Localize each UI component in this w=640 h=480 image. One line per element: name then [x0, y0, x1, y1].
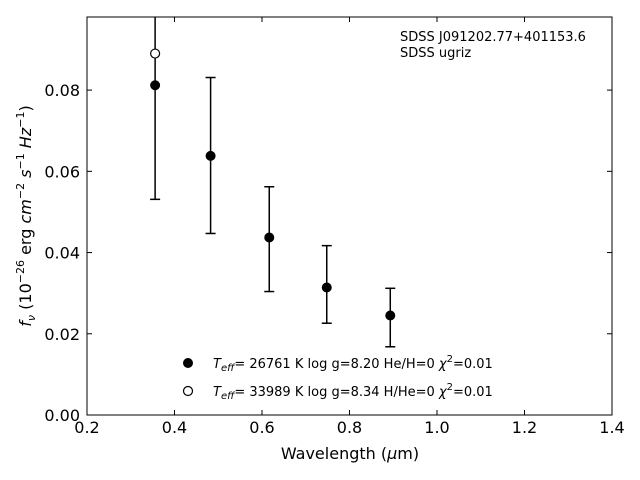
x-tick-label-6: 1.4 [599, 418, 624, 437]
x-tick-labels: 0.2 0.4 0.6 0.8 1.0 1.2 1.4 [74, 418, 624, 437]
x-tick-label-5: 1.2 [512, 418, 537, 437]
y-tick-label-3: 0.06 [44, 162, 80, 181]
model-open-point-0 [150, 48, 161, 59]
legend-entry-2: Teff= 33989 K log g=8.34 H/He=0 χ2=0.01 [213, 382, 493, 402]
object-name-annotation: SDSS J091202.77+401153.6 [400, 30, 586, 45]
error-bars [150, 17, 396, 348]
y-tick-label-0: 0.00 [44, 406, 80, 425]
legend-entry-1: Teff= 26761 K log g=8.20 He/H=0 χ2=0.01 [213, 354, 493, 374]
axis-ticks [86, 17, 613, 416]
x-tick-label-3: 0.8 [337, 418, 362, 437]
legend: Teff= 26761 K log g=8.20 He/H=0 χ2=0.01 … [182, 354, 493, 402]
y-tick-label-2: 0.04 [44, 244, 80, 263]
y-tick-label-4: 0.08 [44, 81, 80, 100]
plot-frame [86, 16, 613, 416]
legend-marker-filled [183, 358, 193, 368]
x-axis-title: Wavelength (μm) [281, 444, 419, 463]
legend-marker-open [182, 385, 194, 397]
y-tick-label-1: 0.02 [44, 325, 80, 344]
x-tick-label-1: 0.4 [162, 418, 187, 437]
data-markers [150, 48, 396, 321]
model-filled-point-1 [205, 150, 216, 161]
y-axis-title: fν (10−26 erg cm−2 s−1 Hz−1) [14, 105, 38, 326]
model-filled-point-3 [321, 282, 332, 293]
model-filled-point-0 [150, 80, 161, 91]
model-filled-point-4 [385, 310, 396, 321]
y-tick-labels: 0.00 0.02 0.04 0.06 0.08 [44, 81, 80, 425]
x-tick-label-2: 0.6 [249, 418, 274, 437]
model-filled-point-2 [264, 232, 275, 243]
photometry-annotation: SDSS ugriz [400, 46, 471, 61]
x-tick-label-4: 1.0 [424, 418, 449, 437]
x-tick-label-0: 0.2 [74, 418, 99, 437]
